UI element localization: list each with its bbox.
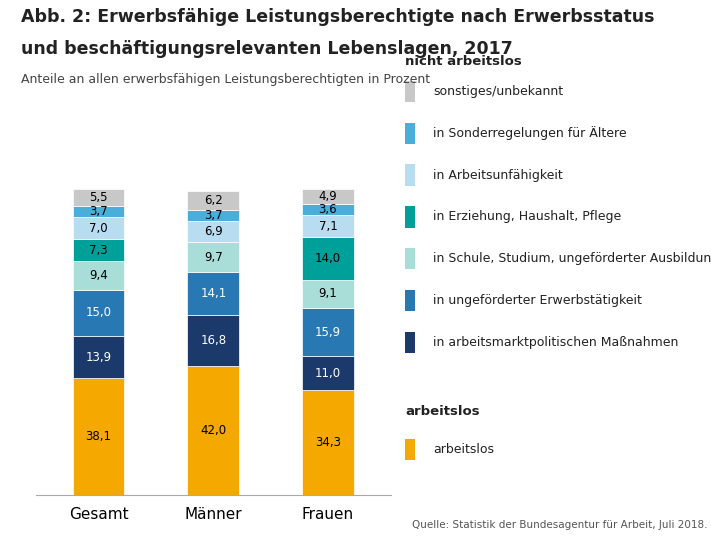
Bar: [73, 261, 124, 290]
Text: Abb. 2: Erwerbsfähige Leistungsberechtigte nach Erwerbsstatus: Abb. 2: Erwerbsfähige Leistungsberechtig…: [21, 8, 655, 26]
Text: 42,0: 42,0: [201, 424, 226, 437]
Text: arbeitslos: arbeitslos: [405, 405, 480, 418]
Text: Anteile an allen erwerbsfähigen Leistungsberechtigten in Prozent: Anteile an allen erwerbsfähigen Leistung…: [21, 73, 430, 86]
Text: 3,7: 3,7: [204, 209, 223, 222]
Bar: [188, 221, 239, 242]
Bar: [73, 336, 124, 378]
Bar: [405, 165, 415, 186]
Text: in Sonderregelungen für Ältere: in Sonderregelungen für Ältere: [433, 126, 626, 140]
Text: 3,6: 3,6: [319, 203, 337, 216]
Text: 14,0: 14,0: [315, 252, 341, 265]
Bar: [302, 308, 354, 356]
Bar: [73, 290, 124, 336]
Text: 14,1: 14,1: [201, 287, 226, 300]
Text: 3,7: 3,7: [90, 206, 108, 218]
Bar: [73, 206, 124, 217]
Text: in arbeitsmarktpolitischen Maßnahmen: in arbeitsmarktpolitischen Maßnahmen: [433, 336, 678, 349]
Bar: [188, 272, 239, 315]
Bar: [405, 206, 415, 228]
Bar: [188, 191, 239, 210]
Text: 13,9: 13,9: [85, 351, 112, 364]
Text: 7,0: 7,0: [90, 222, 108, 235]
Bar: [405, 248, 415, 270]
Text: in Arbeitsunfähigkeit: in Arbeitsunfähigkeit: [433, 168, 563, 182]
Bar: [405, 123, 415, 144]
Bar: [302, 237, 354, 280]
Bar: [73, 217, 124, 239]
Text: arbeitslos: arbeitslos: [433, 443, 494, 456]
Text: Quelle: Statistik der Bundesagentur für Arbeit, Juli 2018. © IAB: Quelle: Statistik der Bundesagentur für …: [412, 520, 711, 530]
Text: 15,0: 15,0: [85, 307, 112, 320]
Bar: [188, 366, 239, 495]
Text: 5,5: 5,5: [90, 191, 108, 204]
Bar: [302, 215, 354, 237]
Bar: [302, 356, 354, 390]
Text: in Schule, Studium, ungeförderter Ausbildung: in Schule, Studium, ungeförderter Ausbil…: [433, 252, 711, 265]
Bar: [405, 81, 415, 102]
Bar: [73, 239, 124, 261]
Text: 15,9: 15,9: [315, 325, 341, 338]
Text: sonstiges/unbekannt: sonstiges/unbekannt: [433, 85, 563, 98]
Bar: [73, 189, 124, 206]
Text: in Erziehung, Haushalt, Pflege: in Erziehung, Haushalt, Pflege: [433, 210, 621, 223]
Text: 9,4: 9,4: [90, 269, 108, 282]
Text: 11,0: 11,0: [315, 367, 341, 380]
Text: 9,7: 9,7: [204, 251, 223, 264]
Text: 7,3: 7,3: [90, 244, 108, 257]
Bar: [188, 210, 239, 221]
Bar: [188, 315, 239, 366]
Text: 6,9: 6,9: [204, 225, 223, 238]
Text: in ungeförderter Erwerbstätigkeit: in ungeförderter Erwerbstätigkeit: [433, 294, 642, 307]
Text: 4,9: 4,9: [319, 190, 337, 203]
Text: 6,2: 6,2: [204, 194, 223, 207]
Bar: [405, 290, 415, 312]
Bar: [302, 280, 354, 308]
Bar: [188, 242, 239, 272]
Bar: [405, 332, 415, 353]
Text: und beschäftigungsrelevanten Lebenslagen, 2017: und beschäftigungsrelevanten Lebenslagen…: [21, 40, 513, 58]
Bar: [302, 204, 354, 215]
Text: 9,1: 9,1: [319, 287, 337, 300]
Text: nicht arbeitslos: nicht arbeitslos: [405, 55, 522, 68]
Text: 16,8: 16,8: [201, 334, 226, 347]
Bar: [302, 189, 354, 204]
Bar: [302, 390, 354, 495]
Bar: [405, 438, 415, 460]
Bar: [73, 378, 124, 495]
Text: 34,3: 34,3: [315, 436, 341, 449]
Text: 7,1: 7,1: [319, 220, 337, 233]
Text: 38,1: 38,1: [85, 430, 112, 443]
